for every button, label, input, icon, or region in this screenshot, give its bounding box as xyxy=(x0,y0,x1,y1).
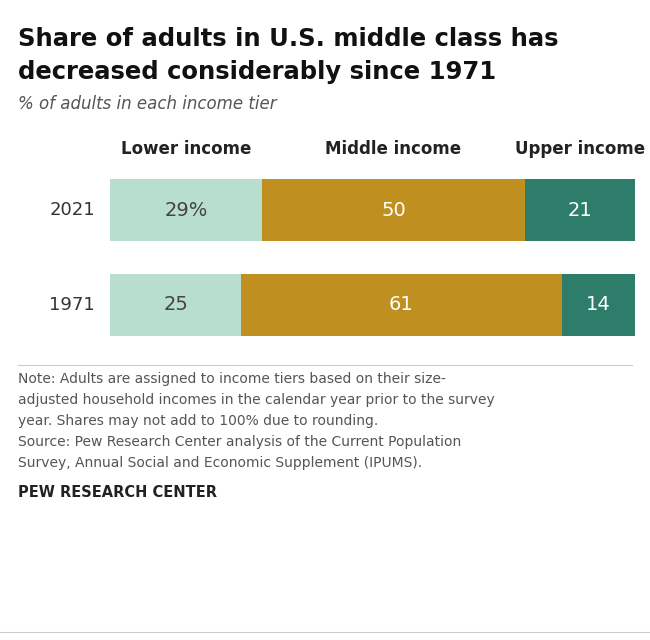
Bar xyxy=(241,274,562,336)
Text: Upper income: Upper income xyxy=(515,140,645,158)
Text: 1971: 1971 xyxy=(49,296,95,314)
Text: year. Shares may not add to 100% due to rounding.: year. Shares may not add to 100% due to … xyxy=(18,414,378,428)
Text: Middle income: Middle income xyxy=(326,140,461,158)
Text: 61: 61 xyxy=(389,296,414,314)
Text: 29%: 29% xyxy=(164,200,208,220)
Text: 25: 25 xyxy=(163,296,188,314)
Text: 50: 50 xyxy=(381,200,406,220)
Text: 2021: 2021 xyxy=(49,201,95,219)
Text: Lower income: Lower income xyxy=(121,140,252,158)
Text: Share of adults in U.S. middle class has: Share of adults in U.S. middle class has xyxy=(18,27,558,51)
Text: Survey, Annual Social and Economic Supplement (IPUMS).: Survey, Annual Social and Economic Suppl… xyxy=(18,456,422,470)
Text: Source: Pew Research Center analysis of the Current Population: Source: Pew Research Center analysis of … xyxy=(18,435,461,449)
Bar xyxy=(262,179,525,241)
Text: adjusted household incomes in the calendar year prior to the survey: adjusted household incomes in the calend… xyxy=(18,393,495,407)
Text: % of adults in each income tier: % of adults in each income tier xyxy=(18,95,277,113)
Text: 14: 14 xyxy=(586,296,610,314)
Bar xyxy=(110,274,241,336)
Bar xyxy=(110,179,262,241)
Text: Note: Adults are assigned to income tiers based on their size-: Note: Adults are assigned to income tier… xyxy=(18,372,446,386)
Bar xyxy=(525,179,635,241)
Bar xyxy=(562,274,635,336)
Text: PEW RESEARCH CENTER: PEW RESEARCH CENTER xyxy=(18,485,217,500)
Text: 21: 21 xyxy=(567,200,592,220)
Text: decreased considerably since 1971: decreased considerably since 1971 xyxy=(18,60,496,84)
